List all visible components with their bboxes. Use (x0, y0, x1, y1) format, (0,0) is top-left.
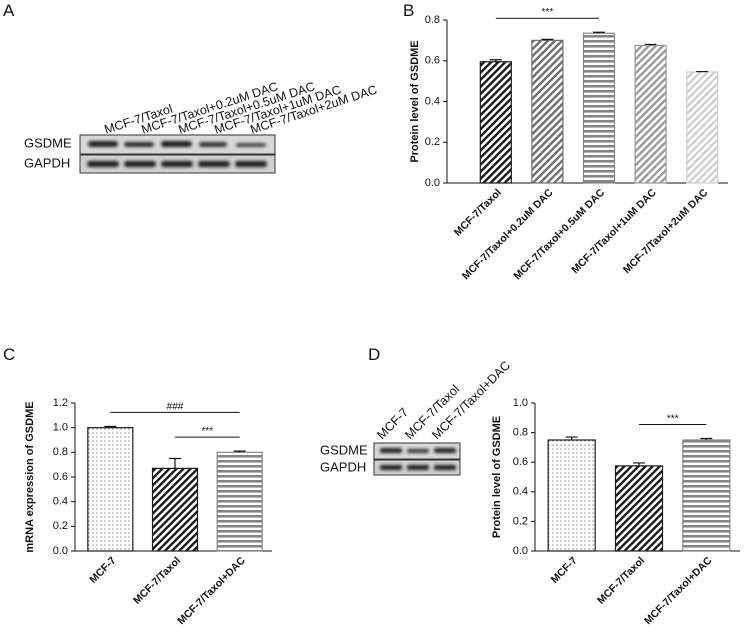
y-tick-label: 0.6 (513, 456, 528, 468)
x-tick-label: MCF-7/Taxol (131, 555, 183, 607)
row-label: GAPDH (320, 459, 366, 474)
row-label: GSDME (24, 135, 72, 150)
x-tick-label: MCF-7/Taxol+DAC (175, 554, 248, 627)
x-tick-label: MCF-7/Taxol (595, 555, 647, 607)
band (199, 142, 227, 147)
y-tick-label: 0.8 (513, 427, 528, 439)
y-axis-label: mRNA expression of GSDME (24, 401, 36, 552)
bar (547, 439, 596, 552)
error-bar (169, 457, 181, 469)
bar (531, 39, 564, 184)
panel-letter: C (3, 345, 15, 364)
row-label: GSDME (320, 442, 368, 457)
bar (216, 451, 263, 552)
band (161, 161, 193, 167)
significance-label: *** (542, 7, 554, 18)
band (434, 448, 456, 453)
x-tick-label: MCF-7/Taxol (452, 187, 504, 239)
y-tick-label: 0.2 (513, 515, 528, 527)
bar (634, 44, 667, 184)
significance-label: *** (667, 414, 679, 425)
x-tick-label: MCF-7 (87, 555, 118, 586)
y-tick-label: 1.0 (513, 397, 528, 409)
y-tick-label: 0.2 (425, 136, 440, 148)
error-bar (700, 437, 713, 440)
significance-label: *** (201, 426, 213, 437)
band (380, 465, 402, 470)
panel-letter: B (403, 1, 414, 20)
bar (479, 61, 512, 184)
error-bar (489, 59, 502, 62)
band (88, 141, 118, 147)
y-tick-label: 0.4 (53, 496, 68, 508)
blot-a: MCF-7/Taxol MCF-7/Taxol+0.2uM DAC MCF-7/… (24, 79, 379, 174)
error-bar (104, 425, 117, 428)
band (407, 449, 429, 453)
y-tick-label: 0.0 (425, 177, 440, 189)
error-bar (565, 436, 578, 440)
band (235, 161, 267, 167)
band (161, 141, 192, 147)
y-tick-label: 0.6 (425, 55, 440, 67)
panel-letter: A (3, 1, 15, 20)
y-tick-label: 0.6 (53, 471, 68, 483)
x-tick-label: MCF-7/Taxol+0.5uM DAC (512, 186, 608, 282)
band (87, 161, 119, 167)
error-bar (633, 462, 645, 466)
y-tick-label: 1.0 (53, 422, 68, 434)
x-tick-label: MCF-7/Taxol+DAC (642, 554, 715, 627)
y-tick-label: 0.8 (53, 446, 68, 458)
error-bar (233, 450, 246, 453)
panel-letter: D (368, 345, 380, 364)
y-tick-label: 0.8 (425, 14, 440, 26)
y-tick-label: 0.2 (53, 520, 68, 532)
blot-d: MCF-7 MCF-7/Taxol MCF-7/Taxol+DAC GSDME … (320, 358, 513, 476)
band (407, 465, 429, 470)
significance-label: ### (167, 401, 184, 412)
error-bar (541, 38, 554, 41)
row-label: GAPDH (24, 155, 70, 170)
x-tick-label: MCF-7 (549, 555, 580, 586)
x-tick-label: MCF-7/Taxol+2uM DAC (621, 186, 711, 276)
band (236, 143, 266, 147)
bands (380, 448, 456, 470)
error-bar (644, 43, 657, 46)
bar (87, 427, 134, 552)
y-tick-label: 1.2 (53, 397, 68, 409)
bar (682, 439, 731, 552)
band (124, 161, 156, 167)
y-tick-label: 0.0 (53, 545, 68, 557)
band (198, 161, 230, 167)
bar (686, 71, 719, 184)
y-tick-label: 0.4 (513, 486, 528, 498)
bar (582, 32, 616, 184)
bands (87, 141, 267, 167)
error-bar (593, 31, 605, 34)
y-axis-label: Protein level of GSDME (491, 416, 503, 538)
y-axis-label: Protein level of GSDME (409, 40, 421, 162)
y-tick-label: 0.4 (425, 95, 440, 107)
x-tick-label: MCF-7/Taxol+0.2uM DAC (460, 186, 556, 282)
band (380, 448, 402, 453)
y-tick-label: 0.0 (513, 545, 528, 557)
band (124, 142, 154, 147)
x-tick-label: MCF-7/Taxol+1uM DAC (569, 186, 659, 276)
band (434, 465, 456, 470)
bar (614, 465, 664, 552)
bar (151, 467, 199, 552)
